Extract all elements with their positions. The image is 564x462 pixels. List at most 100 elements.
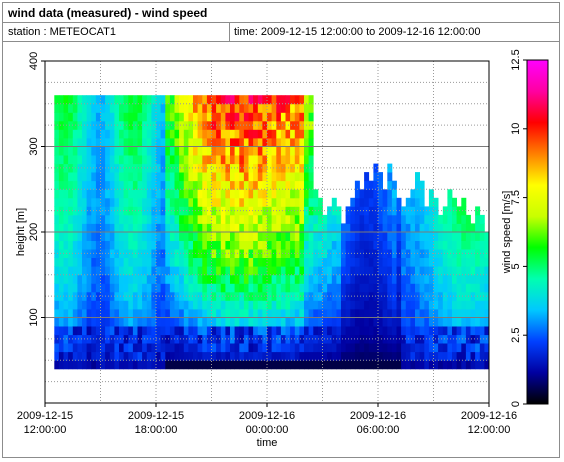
heatmap-cell xyxy=(354,274,360,284)
heatmap-cell xyxy=(77,146,83,156)
heatmap-cell xyxy=(428,300,434,310)
heatmap-cell xyxy=(243,360,249,370)
heatmap-cell xyxy=(419,334,425,344)
heatmap-cell xyxy=(234,308,240,318)
heatmap-cell xyxy=(160,249,166,258)
heatmap-cell xyxy=(401,206,407,216)
heatmap-cell xyxy=(419,360,425,370)
heatmap-cell xyxy=(475,317,481,327)
heatmap-cell xyxy=(183,257,189,267)
heatmap-cell xyxy=(193,214,198,224)
heatmap-cell xyxy=(294,317,300,327)
heatmap-cell xyxy=(350,360,356,370)
heatmap-cell xyxy=(72,360,78,370)
heatmap-cell xyxy=(276,95,282,105)
heatmap-cell xyxy=(308,283,314,293)
heatmap-cell xyxy=(415,283,420,293)
heatmap-cell xyxy=(285,95,291,105)
heatmap-cell xyxy=(82,232,87,241)
heatmap-cell xyxy=(132,351,138,361)
heatmap-cell xyxy=(234,351,240,361)
heatmap-cell xyxy=(188,189,194,199)
heatmap-cell xyxy=(179,146,185,156)
heatmap-cell xyxy=(327,343,333,353)
heatmap-cell xyxy=(156,343,161,353)
title-bar: wind data (measured) - wind speed xyxy=(3,3,559,23)
heatmap-cell xyxy=(95,326,101,336)
heatmap-cell xyxy=(183,155,189,165)
heatmap-cell xyxy=(225,240,231,250)
heatmap-cell xyxy=(428,317,434,327)
heatmap-cell xyxy=(169,291,175,301)
heatmap-cell xyxy=(322,300,328,310)
heatmap-cell xyxy=(202,197,208,207)
heatmap-cell xyxy=(179,274,185,284)
heatmap-cell xyxy=(91,232,97,241)
heatmap-cell xyxy=(193,351,198,361)
heatmap-cell xyxy=(146,308,152,318)
heatmap-cell xyxy=(290,317,296,327)
heatmap-cell xyxy=(248,172,254,182)
heatmap-cell xyxy=(331,317,337,327)
heatmap xyxy=(54,95,490,370)
heatmap-cell xyxy=(58,137,64,147)
heatmap-cell xyxy=(72,189,78,199)
heatmap-cell xyxy=(68,155,74,165)
heatmap-cell xyxy=(202,95,208,105)
heatmap-cell xyxy=(350,351,356,361)
heatmap-cell xyxy=(77,232,83,241)
heatmap-cell xyxy=(95,283,101,293)
heatmap-cell xyxy=(415,232,420,241)
heatmap-cell xyxy=(243,146,249,156)
heatmap-cell xyxy=(290,291,296,301)
heatmap-cell xyxy=(239,308,245,318)
heatmap-cell xyxy=(415,189,420,199)
heatmap-cell xyxy=(123,146,129,156)
heatmap-cell xyxy=(165,360,171,370)
heatmap-cell xyxy=(160,232,166,241)
heatmap-cell xyxy=(368,249,374,258)
heatmap-cell xyxy=(142,214,148,224)
heatmap-cell xyxy=(197,308,203,318)
heatmap-cell xyxy=(373,300,379,310)
heatmap-cell xyxy=(271,172,277,182)
heatmap-cell xyxy=(156,317,161,327)
heatmap-cell xyxy=(183,308,189,318)
heatmap-cell xyxy=(373,351,379,361)
heatmap-cell xyxy=(174,103,180,113)
heatmap-cell xyxy=(160,180,166,190)
heatmap-cell xyxy=(447,240,453,250)
heatmap-cell xyxy=(63,155,69,165)
heatmap-cell xyxy=(327,291,333,301)
heatmap-cell xyxy=(336,308,342,318)
heatmap-cell xyxy=(169,155,175,165)
heatmap-cell xyxy=(331,197,337,207)
heatmap-cell xyxy=(156,214,161,224)
heatmap-cell xyxy=(401,240,407,250)
heatmap-cell xyxy=(327,326,333,336)
heatmap-cell xyxy=(100,351,106,361)
heatmap-cell xyxy=(345,326,351,336)
heatmap-cell xyxy=(313,232,319,241)
heatmap-cell xyxy=(267,189,272,199)
heatmap-cell xyxy=(63,274,69,284)
heatmap-cell xyxy=(132,240,138,250)
heatmap-cell xyxy=(405,308,411,318)
heatmap-cell xyxy=(91,360,97,370)
heatmap-cell xyxy=(123,137,129,147)
heatmap-cell xyxy=(86,351,92,361)
heatmap-cell xyxy=(308,300,314,310)
heatmap-cell xyxy=(206,206,212,216)
heatmap-cell xyxy=(216,334,222,344)
heatmap-cell xyxy=(350,308,356,318)
heatmap-cell xyxy=(299,351,305,361)
heatmap-cell xyxy=(211,103,217,113)
heatmap-cell xyxy=(239,232,245,241)
heatmap-cell xyxy=(91,240,97,250)
heatmap-cell xyxy=(239,266,245,276)
colorbar-tick-label: 5 xyxy=(510,263,522,269)
heatmap-cell xyxy=(267,283,272,293)
heatmap-cell xyxy=(54,257,60,267)
heatmap-cell xyxy=(54,103,60,113)
heatmap-cell xyxy=(433,317,439,327)
